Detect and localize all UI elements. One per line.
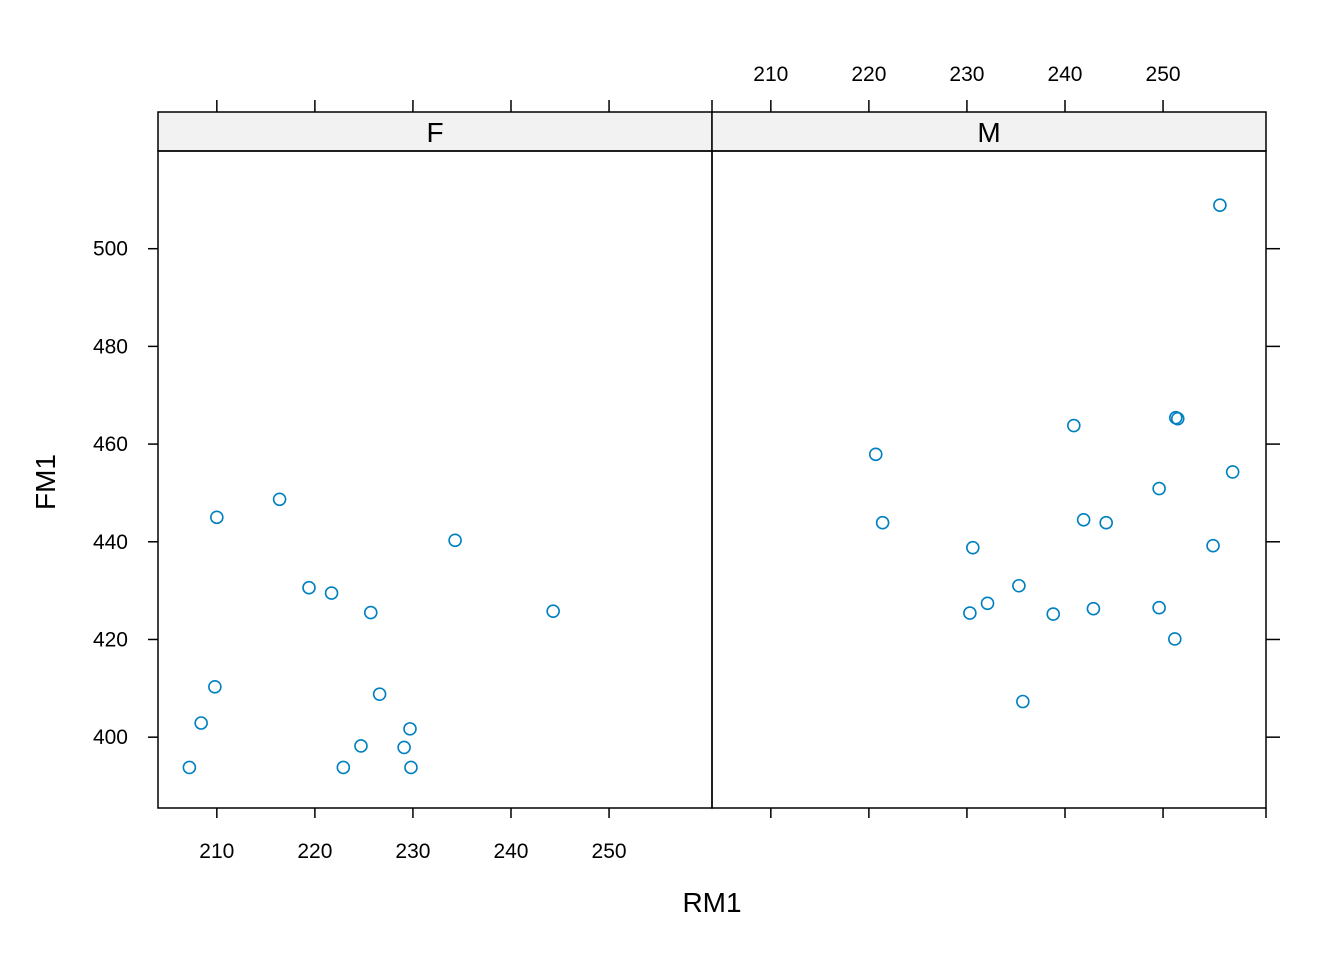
strip-f [157, 111, 713, 152]
data-point [546, 604, 560, 618]
data-point [1206, 538, 1220, 553]
data-point [980, 596, 995, 611]
x-tick-label-bottom: 220 [297, 840, 332, 863]
x-tick-label-top: 240 [1047, 63, 1082, 86]
data-point [448, 533, 462, 548]
panel-frame-f [157, 150, 713, 809]
data-point [1086, 601, 1101, 616]
data-point [1099, 515, 1113, 530]
x-tick-label-top: 230 [949, 63, 984, 86]
y-axis-title: FM1 [30, 454, 61, 510]
x-tick-label-bottom: 210 [199, 840, 234, 863]
data-point [966, 540, 980, 555]
data-point [1225, 465, 1240, 479]
x-axis-title: RM1 [682, 887, 741, 918]
data-point [336, 760, 351, 775]
data-point [182, 760, 197, 775]
y-tick-label: 480 [93, 335, 128, 358]
data-point [324, 586, 339, 600]
data-point [1152, 481, 1166, 496]
y-tick-label: 440 [93, 531, 128, 554]
data-point [404, 760, 418, 775]
data-point [1152, 600, 1166, 615]
data-point [1168, 632, 1182, 646]
data-point [403, 722, 417, 736]
data-point [210, 510, 224, 525]
data-point [1012, 578, 1026, 593]
x-tick-label-bottom: 230 [395, 840, 430, 863]
data-point [363, 605, 378, 620]
data-point [397, 740, 411, 755]
y-tick-label: 400 [93, 726, 128, 749]
data-point [208, 680, 222, 694]
data-point [1170, 411, 1185, 426]
data-point [302, 580, 316, 595]
y-tick-label: 500 [93, 238, 128, 261]
y-tick-label: 460 [93, 433, 128, 456]
data-point [194, 716, 208, 730]
data-point [875, 515, 890, 530]
x-tick-label-top: 210 [753, 63, 788, 86]
data-point [1016, 694, 1030, 709]
data-point [1046, 607, 1061, 621]
data-point [372, 687, 387, 701]
data-point [963, 606, 977, 620]
data-point [354, 739, 368, 753]
x-tick-label-top: 250 [1146, 63, 1181, 86]
x-tick-label-bottom: 240 [493, 840, 528, 863]
data-point [1067, 418, 1081, 433]
data-point [868, 447, 883, 462]
data-point [1076, 512, 1091, 527]
data-point [272, 492, 287, 507]
strip-label-m: M [977, 117, 1000, 148]
strip-m [711, 111, 1267, 152]
y-tick-label: 420 [93, 628, 128, 651]
strip-label-f: F [426, 117, 443, 148]
panel-frame-m [711, 150, 1267, 809]
data-point [1213, 198, 1227, 213]
x-tick-label-bottom: 250 [592, 840, 627, 863]
x-tick-label-top: 220 [851, 63, 886, 86]
